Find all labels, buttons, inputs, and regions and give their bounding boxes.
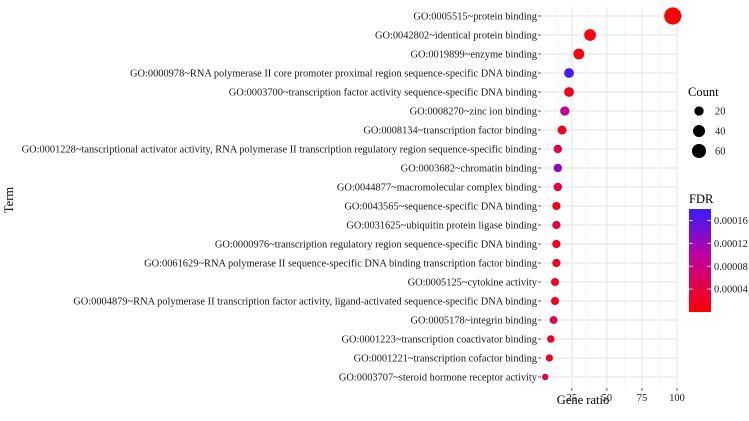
data-point (552, 201, 561, 211)
color-legend: FDR 0.00016 0.00012 0.00008 0.00004 (689, 192, 749, 312)
term-label: GO:0042802~identical protein binding (375, 31, 537, 42)
data-point (547, 335, 555, 343)
x-axis-title: Gene ratio (557, 393, 609, 407)
data-point (550, 296, 560, 306)
points-layer (542, 7, 682, 381)
data-point (557, 125, 567, 135)
data-point (552, 239, 561, 249)
term-label: GO:0004879~RNA polymerase II transcripti… (73, 297, 537, 308)
x-tick-label: 75 (637, 393, 647, 404)
color-legend-title: FDR (689, 192, 714, 206)
term-label: GO:0008270~zinc ion binding (410, 107, 537, 118)
data-point (564, 68, 574, 78)
data-point (664, 7, 682, 25)
term-label: GO:0043565~sequence-specific DNA binding (344, 202, 537, 213)
colorbar-label: 0.00008 (714, 262, 748, 273)
size-legend-label: 40 (715, 127, 725, 138)
colorbar-label: 0.00004 (714, 285, 749, 296)
x-tick-label: 25 (567, 393, 577, 404)
size-legend-label: 20 (715, 107, 725, 118)
data-point (552, 220, 561, 230)
panel-background (541, 7, 677, 388)
data-point (553, 163, 563, 173)
term-label: GO:0000976~transcription regulatory regi… (215, 240, 537, 251)
term-label: GO:0001223~transcription coactivator bin… (342, 335, 538, 346)
x-tick-label: 100 (669, 393, 685, 404)
size-legend-key (694, 106, 704, 116)
size-legend-key (691, 143, 707, 159)
y-axis-title: Term (2, 187, 16, 213)
fdr-colorbar (689, 209, 711, 312)
term-label: GO:0001228~tanscriptional activator acti… (22, 145, 537, 156)
data-point (550, 277, 560, 287)
term-label: GO:0061629~RNA polymerase II sequence-sp… (144, 259, 537, 270)
term-label: GO:0044877~macromolecular complex bindin… (337, 183, 537, 194)
term-labels: GO:0005515~protein binding GO:0042802~ide… (22, 12, 541, 384)
data-point (553, 144, 563, 154)
term-label: GO:0005515~protein binding (413, 12, 537, 23)
term-label: GO:0003700~transcription factor activity… (229, 88, 537, 99)
term-label: GO:0008134~transcription factor binding (363, 126, 537, 137)
term-label: GO:0005125~cytokine activity (408, 278, 538, 289)
x-tick-label: 50 (602, 393, 612, 404)
data-point (542, 373, 549, 381)
term-label: GO:0031625~ubiquitin protein ligase bind… (346, 221, 537, 232)
data-point (573, 48, 585, 60)
term-label: GO:0000978~RNA polymerase II core promot… (130, 69, 537, 80)
data-point (564, 87, 574, 97)
term-label: GO:0005178~integrin binding (410, 316, 537, 327)
data-point (584, 29, 596, 41)
data-point (560, 106, 570, 116)
grid-layer (541, 7, 678, 388)
colorbar-label: 0.00012 (714, 239, 748, 250)
data-point (545, 354, 554, 362)
size-legend-title: Count (688, 85, 719, 99)
size-legend-key (692, 124, 706, 138)
size-legend-label: 60 (715, 147, 725, 158)
data-point (552, 258, 561, 268)
term-label: GO:0003707~steroid hormone receptor acti… (339, 373, 538, 384)
size-legend: Count 20 40 60 (688, 85, 725, 159)
term-label: GO:0019899~enzyme binding (410, 50, 537, 61)
term-label: GO:0003682~chromatin binding (401, 164, 537, 175)
term-label: GO:0001221~transcription cofactor bindin… (354, 354, 537, 365)
x-axis: 25 50 75 100 (567, 388, 685, 404)
data-point (553, 182, 563, 192)
colorbar-label: 0.00016 (714, 216, 748, 227)
data-point (549, 316, 558, 324)
